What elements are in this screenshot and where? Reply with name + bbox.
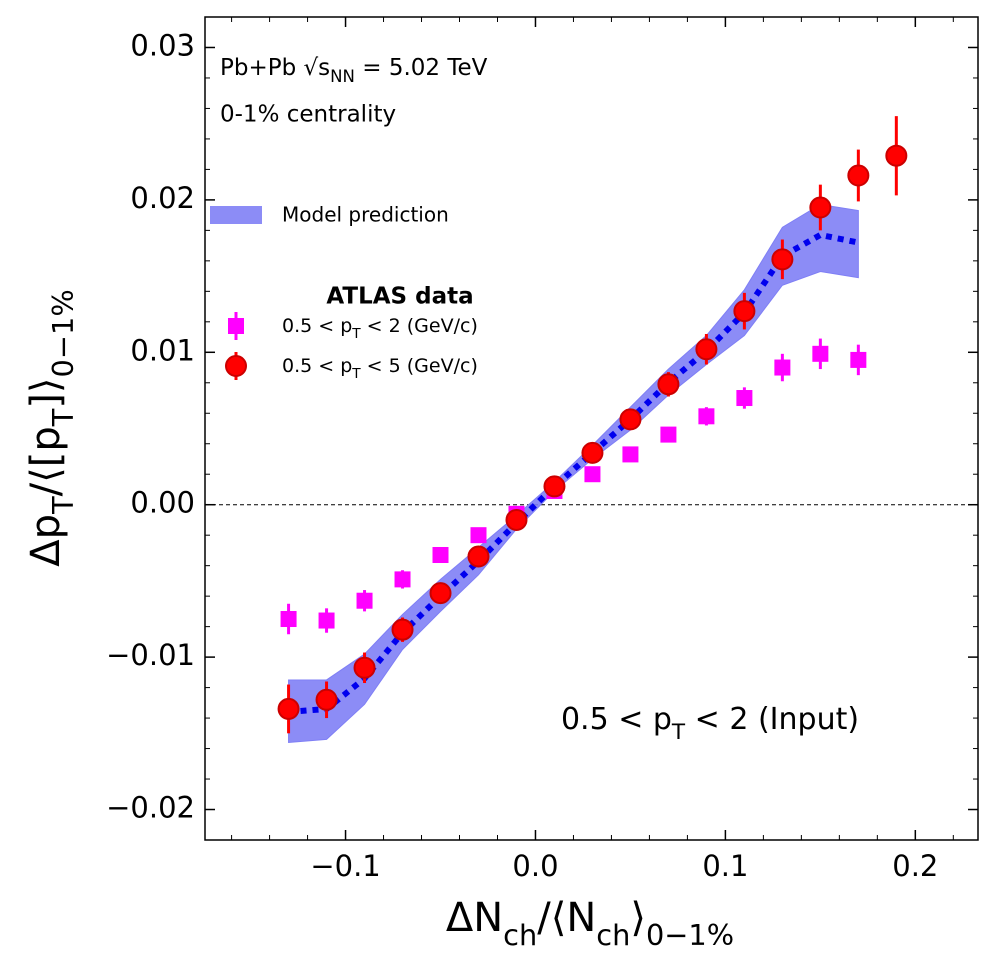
x-tick-label: 0.0 [512, 849, 558, 883]
marker [695, 338, 718, 361]
marker [432, 546, 449, 563]
model-line [288, 231, 859, 715]
marker [657, 373, 680, 396]
marker [698, 408, 715, 425]
marker [847, 164, 870, 187]
marker [619, 408, 642, 431]
y-tick-label: 0.00 [130, 486, 195, 520]
x-tick-label: 0.1 [702, 849, 748, 883]
marker [505, 508, 528, 531]
legend-label: 0.5 < pT < 2 (GeV/c) [282, 315, 478, 343]
marker [581, 441, 604, 464]
marker [318, 612, 335, 629]
legend-title: ATLAS data [326, 284, 473, 310]
legend-label: Model prediction [282, 203, 449, 227]
marker [391, 618, 414, 641]
marker [885, 144, 908, 167]
plot-frame [204, 16, 979, 841]
marker [280, 611, 297, 628]
annotation: 0-1% centrality [220, 102, 396, 128]
marker [315, 688, 338, 711]
y-tick-label: −0.02 [106, 791, 195, 825]
x-tick-label: 0.2 [892, 849, 938, 883]
marker [353, 656, 376, 679]
y-axis-label: ΔpT/⟨[pT]⟩0−1% [23, 289, 80, 566]
marker [812, 345, 829, 362]
y-tick-label: 0.02 [130, 181, 195, 215]
legend-marker [228, 318, 244, 334]
marker [394, 571, 411, 588]
legend-label: 0.5 < pT < 5 (GeV/c) [282, 355, 478, 383]
annotation: 0.5 < pT < 2 (Input) [561, 702, 859, 745]
marker [850, 351, 867, 368]
marker [470, 527, 487, 544]
marker [736, 390, 753, 407]
y-tick-label: 0.03 [130, 28, 195, 62]
x-axis-label: ΔNch/⟨Nch⟩0−1% [446, 895, 734, 952]
marker [774, 359, 791, 376]
marker [543, 475, 566, 498]
y-tick-label: 0.01 [130, 333, 195, 367]
legend-swatch [210, 206, 262, 224]
legend-marker [225, 355, 247, 377]
annotation: Pb+Pb √sNN = 5.02 TeV [220, 55, 488, 87]
marker [622, 446, 639, 463]
marker [584, 466, 601, 483]
marker [660, 426, 677, 443]
marker [771, 248, 794, 271]
marker [356, 592, 373, 609]
y-tick-label: −0.01 [106, 638, 195, 672]
marker [733, 300, 756, 323]
x-tick-label: −0.1 [310, 849, 380, 883]
marker [467, 545, 490, 568]
plot-area [205, 116, 978, 744]
marker [809, 196, 832, 219]
marker [277, 697, 300, 720]
marker [429, 582, 452, 605]
